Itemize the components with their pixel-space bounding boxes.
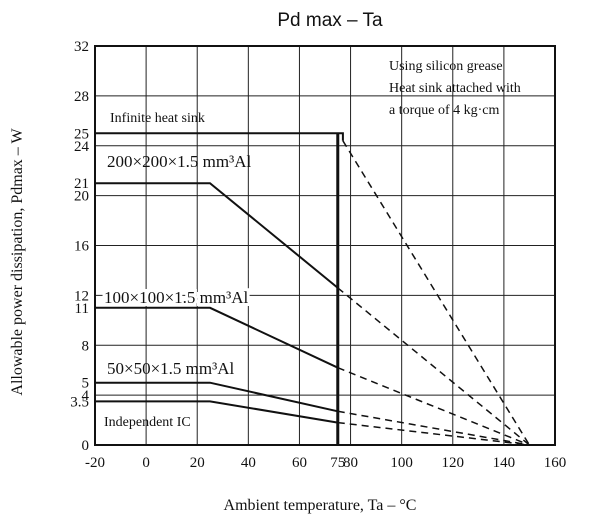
y-tick-label: 8 [82,338,90,354]
y-tick-label: 5 [82,376,90,392]
plot-frame [94,45,556,446]
series-dashed-line [337,421,530,446]
annotation-line-2: Heat sink attached with [389,81,521,96]
y-tick-label: 16 [74,239,90,255]
series-labels: Infinite heat sink 200×200×1.5 mm³Al 100… [101,111,251,430]
x-tick-label: 140 [493,455,516,471]
y-tick-label: 21 [74,176,89,192]
y-tick-label: 24 [74,139,90,155]
x-tick-label: 160 [544,455,567,471]
series-label-independent: Independent IC [104,415,191,430]
x-tick-label: 0 [142,455,150,471]
y-tick-label: 28 [74,89,89,105]
x-tick-label: 20 [190,455,205,471]
series-dashed-line [342,140,531,446]
y-tick-label: 0 [82,438,90,454]
series-lines [95,132,531,446]
series-label-infinite: Infinite heat sink [110,111,205,126]
series-dashed-line [337,287,530,446]
x-tick-label: 60 [292,455,307,471]
y-tick-label: 12 [74,288,89,304]
chart-title: Pd max – Ta [277,10,383,31]
series-solid-line [95,306,339,369]
series-solid-line [95,182,339,289]
y-tick-label: 25 [74,126,89,142]
x-axis-label: Ambient temperature, Ta – °C [224,497,417,514]
grid-lines [95,46,555,445]
annotation-line-3: a torque of 4 kg·cm [389,103,500,118]
x-tick-label: 75 [330,455,345,471]
annotation-box: Using silicon grease Heat sink attached … [389,59,521,118]
series-dashed-line [337,367,530,446]
annotation-line-1: Using silicon grease [389,59,503,74]
series-dashed-line [337,410,530,446]
y-axis-label: Allowable power dissipation, Pdmax – W [9,127,26,395]
series-solid-line [95,381,339,413]
x-tick-label: -20 [85,455,105,471]
y-tick-label: 32 [74,39,89,55]
y-tick-label: 20 [74,189,89,205]
series-label-50: 50×50×1.5 mm³Al [107,359,234,378]
series-solid-line [95,400,338,424]
y-tick-label: 11 [75,301,89,317]
y-tick-label: 4 [82,388,90,404]
series-solid-line [95,132,344,141]
series-label-200: 200×200×1.5 mm³Al [107,152,251,171]
x-tick-label: 100 [390,455,413,471]
y-tick-label: 3.5 [70,394,89,410]
x-tick-label: 120 [442,455,465,471]
x-tick-label: 40 [241,455,256,471]
series-label-100: 100×100×1.5 mm³Al [104,288,248,307]
x-tick-label: 80 [343,455,358,471]
